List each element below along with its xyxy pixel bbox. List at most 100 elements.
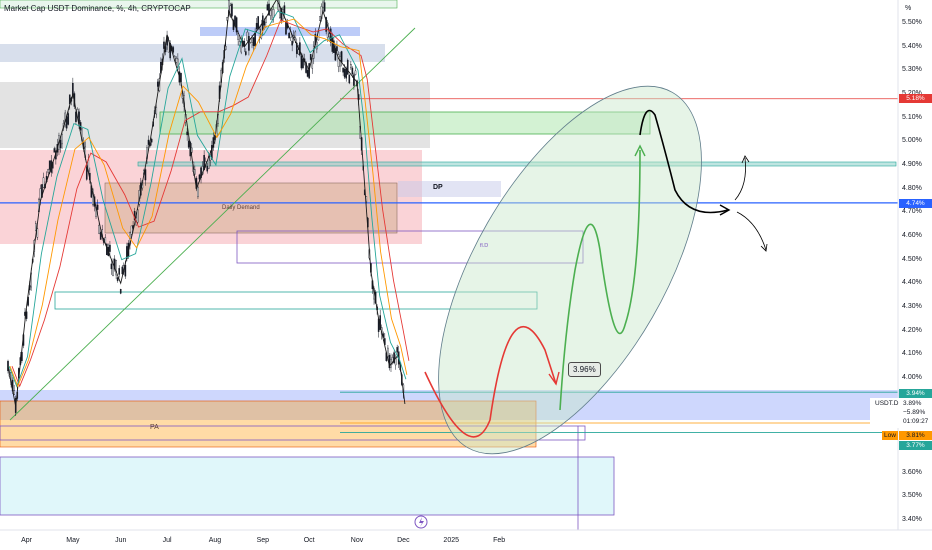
chart-title: Market Cap USDT Dominance, %, 4h, CRYPTO…	[4, 4, 191, 13]
y-tick-label: 4.00%	[902, 374, 922, 381]
candle-body	[130, 225, 133, 235]
blue-zone-top	[0, 44, 385, 62]
candle-body	[257, 16, 259, 29]
teal-line-zone	[137, 161, 897, 167]
cyan-zone-bottom	[0, 456, 615, 516]
x-tick-label: Oct	[303, 537, 315, 544]
y-tick-label: 5.40%	[902, 42, 922, 50]
candle-body	[266, 4, 269, 11]
green-target-zone	[159, 111, 651, 135]
y-tick-label: 4.80%	[902, 184, 922, 192]
candle-body	[231, 3, 233, 17]
candle-body	[118, 268, 120, 275]
blue-strip-top	[200, 27, 360, 36]
pa-label: PA	[150, 424, 159, 431]
candle-body	[150, 138, 153, 143]
candle-body	[396, 347, 398, 353]
projection-red-drop	[424, 325, 557, 438]
candle-body	[115, 260, 117, 276]
candle-body	[283, 5, 286, 14]
y-tick-label: 5.50%	[902, 19, 922, 26]
candle-body	[306, 69, 309, 77]
projection-black-arrow	[719, 204, 731, 216]
candle-body	[198, 174, 201, 180]
candle-body	[61, 134, 63, 145]
target-price-bubble: 3.96%	[568, 362, 601, 377]
scenario-arrow-down-head	[760, 243, 768, 252]
x-tick-label: Dec	[397, 537, 410, 544]
candle-body	[299, 42, 301, 56]
y-tick-label: 4.50%	[902, 255, 922, 263]
candle-body	[36, 228, 39, 238]
candle-body	[340, 51, 343, 63]
candle-body	[42, 177, 45, 188]
low-label: Low	[882, 431, 898, 440]
candle-body	[348, 74, 351, 84]
candle-body	[72, 83, 74, 96]
candle-body	[272, 9, 275, 18]
y-tick-label: 4.30%	[902, 303, 922, 310]
candle-body	[47, 169, 49, 173]
candle-body	[110, 263, 113, 270]
price-tag-377: 3.77%	[899, 441, 932, 450]
candle-body	[263, 21, 266, 26]
candle-body	[169, 42, 171, 59]
candle-body	[255, 22, 258, 30]
projection-black-path	[639, 109, 729, 214]
y-tick-label: 3.40%	[902, 516, 922, 523]
price-tag-518: 5.18%	[899, 94, 932, 103]
candle-body	[113, 258, 116, 270]
candle-body	[393, 352, 395, 364]
x-tick-label: May	[66, 537, 80, 544]
price-line	[7, 0, 406, 407]
candle-body	[172, 47, 175, 53]
y-tick-label: 5.20%	[902, 90, 922, 97]
candle-body	[319, 16, 321, 21]
price-tag-474: 4.74%	[899, 199, 932, 208]
candle-body	[316, 41, 318, 50]
candle-body	[271, 9, 273, 20]
candle-body	[323, 2, 326, 12]
candle-body	[187, 140, 190, 148]
lightning-glyph	[419, 517, 424, 527]
candle-body	[251, 37, 253, 43]
candle-body	[354, 70, 357, 75]
candle-body	[144, 169, 147, 181]
fib-label: fl.D	[480, 243, 489, 249]
candle-body	[186, 131, 188, 136]
y-tick-label: 3.60%	[902, 468, 922, 476]
candle-body	[163, 41, 165, 49]
candle-body	[211, 145, 213, 160]
candle-body	[346, 59, 349, 75]
candle-body	[53, 148, 56, 153]
candle-body	[13, 390, 15, 395]
y-tick-label: 5.30%	[902, 66, 922, 74]
candle-body	[59, 139, 62, 149]
x-tick-label: Nov	[350, 537, 364, 544]
candle-body	[197, 186, 199, 197]
scenario-arrow-up-head	[741, 155, 750, 164]
scenario-arrow-up	[734, 157, 746, 201]
y-tick-label: 4.90%	[902, 161, 922, 168]
y-tick-label: 5.10%	[902, 113, 922, 121]
demand-label: Daily Demand	[222, 205, 260, 211]
candle-body	[7, 360, 9, 372]
x-tick-label: Jun	[115, 537, 127, 544]
y-tick-label: 4.20%	[902, 326, 922, 334]
candle-body	[387, 347, 389, 358]
candle-body	[305, 62, 307, 73]
green-zone-upper-left	[0, 0, 398, 9]
candle-body	[322, 1, 324, 8]
candle-body	[309, 54, 312, 60]
x-tick-label: Feb	[493, 537, 506, 544]
y-tick-label: 5.00%	[902, 137, 922, 145]
moving-average-orange	[9, 18, 408, 388]
candle-body	[245, 51, 247, 55]
candle-body	[175, 58, 178, 63]
projection-green-arrow	[634, 144, 646, 157]
moving-average-teal	[8, 10, 407, 388]
candle-body	[300, 55, 303, 69]
candle-body	[177, 58, 179, 70]
candle-body	[116, 277, 119, 281]
